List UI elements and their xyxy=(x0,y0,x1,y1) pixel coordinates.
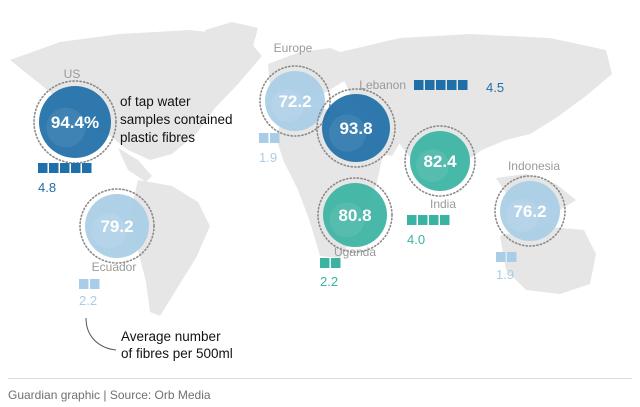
fibre-block-lebanon xyxy=(414,80,424,90)
country-name-india: India xyxy=(430,197,456,211)
bubble-lebanon xyxy=(322,94,390,162)
country-name-lebanon: Lebanon xyxy=(359,78,406,92)
bubble-us xyxy=(39,86,111,158)
fibre-block-europe xyxy=(270,133,280,143)
fibre-value-indonesia: 1.9 xyxy=(496,267,514,282)
fibre-block-indonesia xyxy=(507,252,517,262)
asia-shape xyxy=(340,34,612,176)
percent-label-lebanon: 93.8 xyxy=(339,119,372,138)
percent-label-indonesia: 76.2 xyxy=(513,202,546,221)
country-uganda: 80.8 Uganda 2.2 xyxy=(317,177,393,289)
annotation-percent-line-2: samples contained xyxy=(120,112,233,127)
percent-label-ecuador: 79.2 xyxy=(100,217,133,236)
source-credit: Guardian graphic | Source: Orb Media xyxy=(8,388,211,402)
bubble-texture-lebanon xyxy=(328,114,367,152)
percent-label-india: 82.4 xyxy=(423,152,457,171)
country-indonesia: 76.2 Indonesia 1.9 xyxy=(494,159,566,282)
fibre-block-us xyxy=(60,163,70,173)
fibre-block-us xyxy=(71,163,81,173)
bubble-texture-europe xyxy=(271,89,304,122)
bubble-europe xyxy=(265,71,325,131)
fibre-block-lebanon xyxy=(458,80,468,90)
annotation-percent-line-1: of tap water xyxy=(120,94,191,109)
percent-label-us: 94.4% xyxy=(51,113,99,132)
bubble-dotted-ring-india xyxy=(404,125,476,197)
percent-label-europe: 72.2 xyxy=(278,92,311,111)
country-name-ecuador: Ecuador xyxy=(92,260,137,274)
bubble-ecuador xyxy=(85,194,149,258)
annotation-leader-line xyxy=(85,317,117,351)
fibre-block-us xyxy=(82,163,92,173)
country-name-us: US xyxy=(64,67,81,81)
country-lebanon: 93.8 Lebanon 4.5 xyxy=(316,78,504,168)
country-ecuador: 79.2 Ecuador 2.2 xyxy=(79,188,155,308)
fibre-value-lebanon: 4.5 xyxy=(486,80,504,95)
bubble-uganda xyxy=(323,183,387,247)
bubble-india xyxy=(410,131,470,191)
country-name-indonesia: Indonesia xyxy=(508,159,560,173)
fibre-block-india xyxy=(418,215,428,225)
bubble-texture-indonesia xyxy=(506,199,539,232)
fibre-block-uganda xyxy=(320,258,330,268)
annotation-percent-line-3: plastic fibres xyxy=(120,130,195,145)
greenland-shape xyxy=(205,22,258,60)
north-america-shape xyxy=(10,30,262,160)
bubble-texture-ecuador xyxy=(91,213,127,249)
fibre-block-lebanon xyxy=(447,80,457,90)
fibre-block-indonesia xyxy=(496,252,506,262)
fibre-value-us: 4.8 xyxy=(38,180,56,195)
fibre-block-lebanon xyxy=(436,80,446,90)
bubble-texture-uganda xyxy=(329,202,365,238)
bubble-dotted-ring-lebanon xyxy=(316,88,396,168)
fibre-block-india xyxy=(407,215,417,225)
bubble-dotted-ring-uganda xyxy=(317,177,393,253)
bubble-dotted-ring-ecuador xyxy=(79,188,155,264)
fibre-block-india xyxy=(429,215,439,225)
fibre-value-uganda: 2.2 xyxy=(320,274,338,289)
fibre-block-ecuador xyxy=(79,279,89,289)
country-europe: 72.2 Europe 1.9 xyxy=(259,41,331,165)
south-america-shape xyxy=(130,180,210,316)
country-name-europe: Europe xyxy=(274,41,313,55)
bubble-texture-us xyxy=(46,107,86,148)
australia-shape xyxy=(500,226,596,294)
annotation-fibres-line-1: Average number xyxy=(121,329,221,344)
fibre-value-india: 4.0 xyxy=(407,232,425,247)
bubble-dotted-ring-europe xyxy=(259,65,331,137)
fibre-block-lebanon xyxy=(425,80,435,90)
bubble-indonesia xyxy=(500,181,560,241)
annotation-fibres-line-2: of fibres per 500ml xyxy=(121,346,233,361)
country-india: 82.4 India 4.0 xyxy=(404,125,476,247)
fibre-block-uganda xyxy=(331,258,341,268)
fibre-block-ecuador xyxy=(90,279,100,289)
fibre-value-ecuador: 2.2 xyxy=(79,293,97,308)
fibre-block-us xyxy=(49,163,59,173)
bubble-texture-india xyxy=(416,149,449,182)
fibre-block-us xyxy=(38,163,48,173)
footer-divider xyxy=(8,378,632,379)
world-map-chart: 94.4% US 4.8 72.2 Europe 1.9 93.8 Lebanon 4.5 82.… xyxy=(10,22,612,361)
percent-label-uganda: 80.8 xyxy=(338,206,371,225)
bubble-dotted-ring-indonesia xyxy=(494,175,566,247)
country-us: 94.4% US 4.8 xyxy=(33,67,117,195)
central-america-shape xyxy=(118,148,152,182)
fibre-block-india xyxy=(440,215,450,225)
fibre-block-europe xyxy=(259,133,269,143)
country-name-uganda: Uganda xyxy=(334,245,376,259)
fibre-value-europe: 1.9 xyxy=(259,150,277,165)
